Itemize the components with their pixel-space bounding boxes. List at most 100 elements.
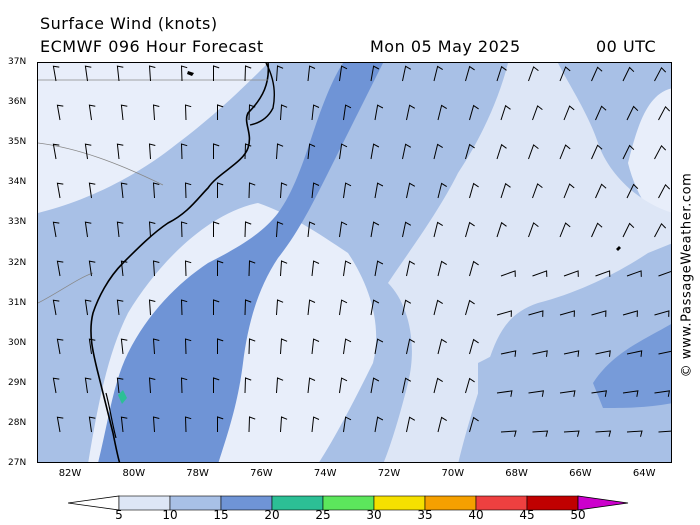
wind-barb: [52, 65, 60, 82]
wind-barb: [437, 182, 447, 199]
lon-label-66w: 66W: [569, 468, 592, 479]
wind-barb: [148, 299, 156, 316]
lat-label-36n: 36N: [8, 97, 27, 108]
wind-barb: [84, 143, 92, 160]
colorbar-max-arrow: [577, 495, 629, 511]
wind-barb: [469, 182, 479, 199]
wind-barb: [437, 260, 447, 277]
wind-barb: [307, 65, 316, 82]
wind-barb: [148, 143, 156, 160]
us-coastline-land: [90, 63, 270, 462]
wind-band-15-20: [98, 63, 383, 462]
wind-barb: [152, 338, 160, 355]
wind-barb: [120, 260, 128, 277]
lat-label-34n: 34N: [8, 177, 27, 188]
wind-barb: [280, 182, 288, 199]
wind-barb: [563, 350, 580, 357]
wind-barb: [52, 143, 60, 160]
wind-barb: [311, 260, 320, 277]
lon-label-68w: 68W: [505, 468, 528, 479]
wind-barb: [528, 310, 544, 317]
small-island-1: [187, 71, 194, 76]
lon-label-78w: 78W: [186, 468, 209, 479]
wind-barb: [465, 143, 475, 160]
wind-barb: [374, 416, 384, 433]
wind-barb: [469, 338, 479, 355]
wind-barb: [248, 416, 256, 433]
wind-barb: [500, 350, 517, 357]
wind-barb: [626, 183, 639, 199]
wind-barb: [433, 143, 443, 160]
wind-barb: [496, 65, 507, 82]
wind-barb: [56, 182, 64, 199]
wind-barb: [532, 430, 549, 437]
forecast-label: ECMWF 096 Hour Forecast: [40, 37, 264, 56]
wind-barb: [626, 430, 643, 437]
wind-barb: [437, 104, 447, 121]
wind-barb: [437, 416, 447, 433]
wind-barb: [248, 260, 256, 277]
lon-label-70w: 70W: [441, 468, 465, 479]
wind-barb: [148, 221, 156, 238]
wind-barb: [84, 221, 92, 238]
wind-barb: [658, 105, 671, 121]
wind-barb: [654, 144, 667, 160]
wind-barb: [120, 416, 128, 433]
wind-barb: [532, 183, 543, 199]
wind-barb: [658, 350, 671, 355]
wind-barb: [402, 143, 412, 160]
wind-barb: [311, 416, 320, 433]
wind-barb: [374, 260, 384, 277]
wind-barb: [152, 104, 160, 121]
wind-barb: [654, 66, 667, 82]
wind-barb: [184, 182, 192, 199]
florida-lagoon: [105, 392, 117, 439]
wind-barb: [88, 104, 96, 121]
wind-barb: [559, 310, 575, 317]
wind-barb: [339, 299, 348, 316]
wind-barb: [374, 104, 384, 121]
wind-barb: [496, 390, 513, 397]
outer-banks: [249, 63, 275, 126]
wind-barb: [626, 105, 639, 121]
wind-barb: [84, 377, 92, 394]
wind-barb: [563, 183, 575, 199]
wind-barb: [244, 377, 252, 394]
wind-barb: [402, 65, 412, 82]
wind-barb: [184, 416, 192, 433]
wind-barb: [280, 260, 288, 277]
wind-barb: [406, 338, 416, 355]
wind-barb: [217, 416, 224, 432]
wind-barb: [528, 66, 539, 82]
colorbar-label: 40: [468, 508, 484, 522]
wind-barb: [217, 182, 224, 198]
wind-barb: [116, 65, 124, 82]
wind-barb: [52, 377, 60, 394]
wind-barb: [213, 221, 220, 237]
wind-barb: [532, 270, 548, 277]
wind-barb: [120, 104, 128, 121]
wind-barb: [406, 260, 416, 277]
wind-barb: [116, 221, 124, 238]
wind-barb: [116, 299, 124, 316]
wind-barb: [311, 338, 320, 355]
wind-barb: [370, 299, 380, 316]
wind-barb: [374, 338, 384, 355]
wind-barbs: [52, 65, 671, 437]
wind-barb: [307, 221, 316, 238]
wind-barb: [563, 105, 575, 121]
wind-barb: [148, 65, 156, 82]
wind-barb: [248, 338, 256, 355]
map-title: Surface Wind (knots): [40, 14, 218, 33]
wind-barb: [56, 260, 64, 277]
wind-barb: [343, 182, 352, 199]
wind-barb: [311, 104, 320, 121]
wind-barb: [213, 299, 220, 315]
wind-barb: [559, 144, 571, 160]
wind-barb: [180, 65, 188, 82]
wind-barb: [465, 65, 475, 82]
lon-label-76w: 76W: [250, 468, 273, 479]
wind-barb: [406, 104, 416, 121]
wind-barb: [532, 350, 548, 357]
wind-barb: [591, 390, 608, 397]
